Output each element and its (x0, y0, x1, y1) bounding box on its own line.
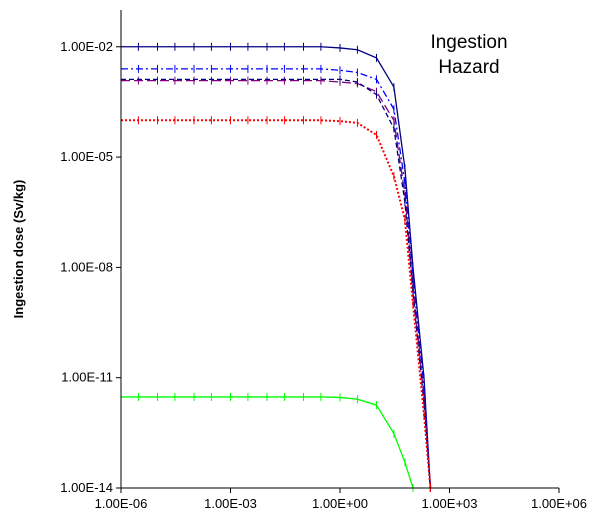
y-tick-label-0: 1.00E-14 (60, 480, 113, 495)
y-axis-title: Ingestion dose (Sv/kg) (11, 180, 26, 319)
label-layer: 1.00E-14 1.00E-11 1.00E-08 1.00E-05 1.00E-02… (11, 32, 587, 511)
series-line-2 (121, 79, 432, 489)
series-line-3 (121, 78, 432, 489)
y-tick-label-3: 1.00E-05 (60, 149, 113, 164)
series-line-0 (121, 46, 432, 489)
series-line-5 (121, 396, 414, 489)
annotation-line-0: Ingestion (430, 32, 507, 53)
series-line-1 (121, 68, 432, 489)
series-layer (120, 42, 432, 492)
y-tick-label-2: 1.00E-08 (60, 259, 113, 274)
y-tick-label-1: 1.00E-11 (61, 370, 113, 385)
axes-layer (116, 10, 560, 493)
x-tick-label-3: 1.00E+03 (421, 496, 477, 511)
annotation-line-1: Hazard (438, 57, 499, 78)
series-line-4 (121, 119, 432, 489)
x-tick-label-4: 1.00E+06 (531, 496, 587, 511)
x-tick-label-2: 1.00E+00 (312, 496, 368, 511)
x-tick-label-1: 1.00E-03 (204, 496, 257, 511)
x-tick-label-0: 1.00E-06 (95, 496, 148, 511)
y-tick-label-4: 1.00E-02 (60, 39, 113, 54)
